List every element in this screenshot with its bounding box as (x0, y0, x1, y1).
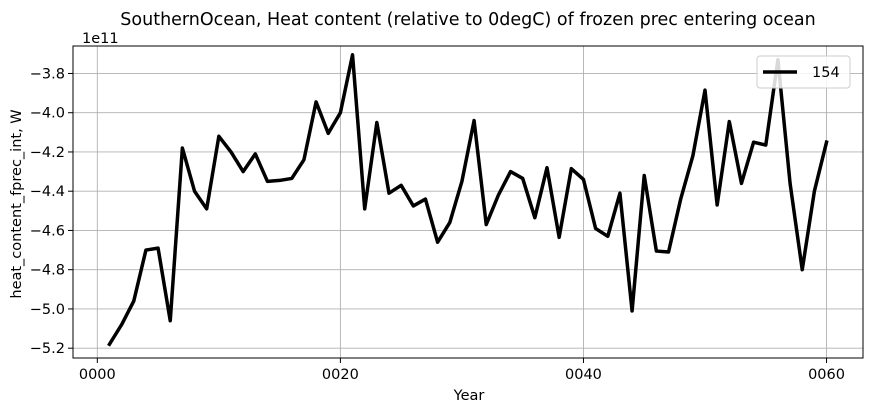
x-tick-label: 0040 (565, 367, 602, 383)
x-axis-label: Year (453, 388, 485, 404)
chart-title: SouthernOcean, Heat content (relative to… (120, 10, 815, 30)
x-tick-label: 0000 (79, 367, 116, 383)
y-axis: −5.2 −5.0 −4.8 −4.6 −4.4 −4.2 −4.0 −3.8 (30, 66, 73, 357)
y-axis-label: heat_content_fprec_int, W (9, 109, 25, 298)
x-axis: 0000 0020 0040 0060 (79, 358, 845, 383)
y-tick-label: −5.2 (30, 341, 65, 357)
legend-box (756, 55, 851, 89)
y-tick-label: −4.6 (30, 223, 65, 239)
grid (73, 46, 863, 358)
legend: 154 (756, 55, 851, 89)
x-tick-label: 0020 (322, 367, 359, 383)
y-tick-label: −4.4 (30, 184, 65, 200)
y-tick-label: −3.8 (30, 66, 65, 82)
y-axis-offset-label: 1e11 (82, 31, 119, 47)
y-tick-label: −5.0 (30, 302, 65, 318)
y-tick-label: −4.2 (30, 145, 65, 161)
legend-entry-154: 154 (812, 65, 840, 81)
plot-frame (72, 45, 864, 359)
series-layer (107, 53, 829, 347)
y-tick-label: −4.0 (30, 106, 65, 122)
series-line-154 (107, 53, 829, 347)
y-tick-label: −4.8 (30, 263, 65, 279)
x-tick-label: 0060 (808, 367, 845, 383)
